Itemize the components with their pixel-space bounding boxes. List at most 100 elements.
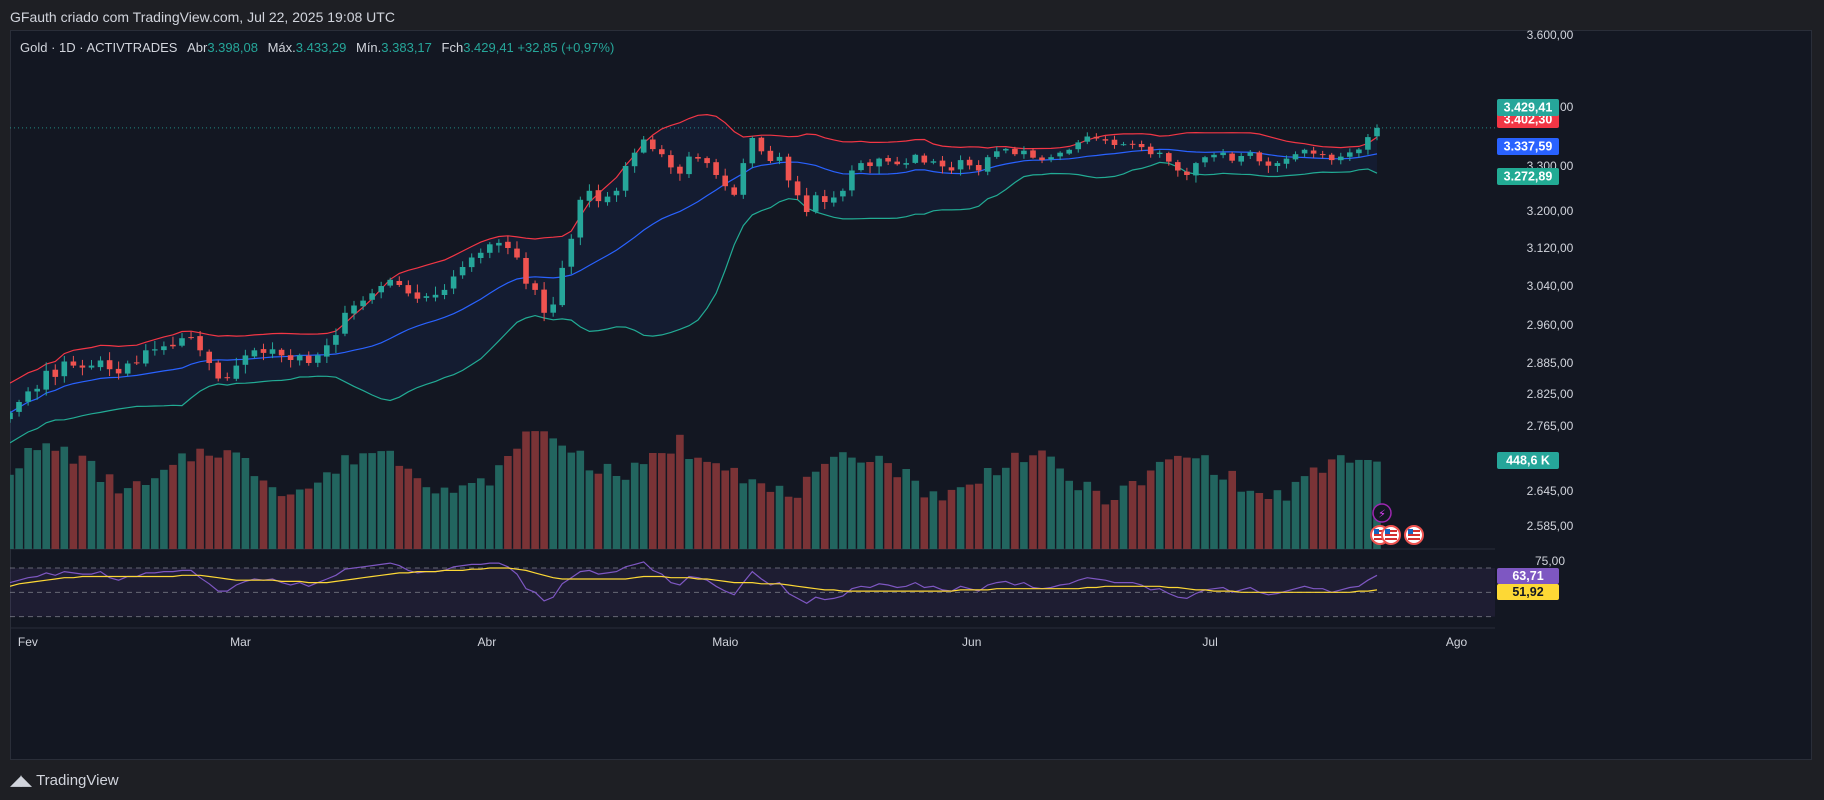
volume-bar [703, 461, 711, 549]
volume-bar [241, 458, 250, 549]
bb-lower-badge [1497, 168, 1559, 185]
candle-body [939, 160, 946, 167]
volume-bar [757, 483, 766, 549]
candle-body [369, 293, 375, 300]
candle-body [595, 190, 602, 202]
brand-name: TradingView [36, 771, 119, 789]
volume-bar [114, 493, 123, 549]
flag-stripe [1408, 534, 1420, 536]
candle-body [550, 304, 556, 313]
candle-body [831, 197, 837, 203]
candle-body [1229, 153, 1235, 161]
volume-bar [811, 471, 820, 549]
flag-canton [1374, 529, 1379, 534]
volume-bar [1183, 457, 1191, 549]
volume-bar [567, 452, 576, 549]
bollinger-lower-line [10, 161, 1378, 444]
volume-bar [404, 468, 413, 549]
brand-footer[interactable]: ◢◣ TradingView [10, 771, 119, 790]
candle-body [1328, 154, 1335, 161]
candle-body [1265, 161, 1272, 166]
bb-basis-badge [1497, 138, 1559, 155]
rsi-pane [10, 561, 1495, 629]
volume-bar [431, 493, 440, 549]
candle-body [849, 170, 855, 191]
volume-bar [1327, 459, 1336, 549]
candle-body [631, 152, 638, 167]
candle-body [903, 163, 909, 165]
candle-body [459, 267, 466, 276]
rsi-line [10, 561, 1378, 605]
volume-bar [658, 453, 666, 549]
candle-body [686, 156, 692, 175]
candle-body [441, 289, 448, 295]
volume-bar [585, 470, 594, 549]
volume-bar [974, 483, 983, 549]
candle-body [251, 350, 258, 357]
volume-bar [1291, 481, 1300, 549]
volume-bar [33, 450, 41, 549]
volume-bar [1264, 499, 1273, 549]
volume-bar [350, 464, 358, 549]
candle-body [351, 305, 357, 314]
time-tick-fev: Fev [18, 635, 38, 649]
candle-body [713, 162, 719, 175]
volume-bar [250, 476, 259, 549]
volume-bar [359, 453, 367, 549]
candle-body [1374, 127, 1380, 137]
candle-body [1274, 163, 1281, 166]
volume-bar [1237, 491, 1245, 549]
volume-bar [413, 478, 422, 549]
candle-body [1220, 152, 1226, 156]
candle-body [1211, 154, 1217, 158]
price-tick-label: 2.960,00 [1527, 318, 1574, 332]
candle-body [1238, 156, 1244, 162]
candle-body [423, 296, 430, 298]
candle-body [197, 336, 203, 351]
volume-bar [540, 431, 548, 549]
lightning-event-icon [1372, 503, 1392, 523]
candles [10, 124, 1380, 423]
volume-bar [440, 487, 449, 549]
candle-body [523, 258, 529, 284]
volume-bar [1020, 462, 1028, 549]
price-tick-label: 2.885,00 [1527, 356, 1574, 370]
candle-body [432, 294, 439, 298]
volume-bar [1355, 459, 1363, 549]
candle-body [1292, 154, 1299, 160]
volume-bar [495, 465, 503, 549]
volume-bar [694, 457, 702, 549]
bollinger-band-fill [10, 114, 1377, 443]
volume-bar [911, 480, 920, 549]
volume-bar [1011, 452, 1019, 549]
rsi-ma-line [10, 567, 1378, 593]
price-tick-label: 3.040,00 [1527, 279, 1574, 293]
volume-bar [1318, 472, 1327, 549]
bb-lower-badge-label: 3.272,89 [1504, 170, 1553, 184]
volume-bar [187, 461, 195, 549]
volume-bar [884, 463, 892, 549]
volume-bar [24, 448, 32, 549]
candle-body [1120, 144, 1127, 146]
flag-canton [1385, 529, 1390, 534]
volume-bar [965, 484, 974, 549]
gold-price-chart[interactable]: 3.600,003.500,003.300,003.200,003.120,00… [10, 30, 1812, 760]
chart-attribution: GFauth criado com TradingView.com, Jul 2… [10, 9, 395, 25]
candle-body [948, 167, 955, 171]
volume-bar [132, 481, 141, 549]
bb-basis-badge-label: 3.337,59 [1504, 140, 1553, 154]
candle-body [315, 355, 321, 363]
volume-bar [1128, 481, 1137, 549]
candle-body [776, 156, 783, 161]
open-label: Abr [187, 40, 208, 55]
symbol-label[interactable]: Gold · 1D · ACTIVTRADES [20, 40, 178, 55]
candle-body [812, 195, 819, 212]
candle-body [468, 257, 475, 268]
volume-bar [1002, 467, 1010, 549]
candle-body [505, 241, 511, 248]
candle-body [668, 155, 674, 168]
volume-bars [10, 431, 1381, 549]
candle-body [984, 157, 991, 172]
volume-bar [151, 478, 159, 549]
volume-bar [866, 462, 874, 549]
